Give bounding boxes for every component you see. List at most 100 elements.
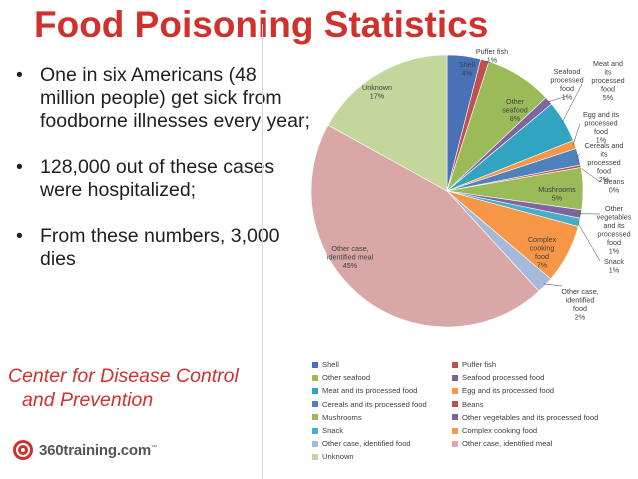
leader-line — [578, 166, 601, 183]
legend-swatch — [452, 361, 458, 368]
bullet-text: From these numbers, 3,000 dies — [40, 225, 280, 270]
bullet-symbol: • — [16, 225, 23, 247]
slice-label: Puffer fish 1% — [476, 47, 508, 65]
slice-percent: 1% — [609, 247, 620, 256]
legend-swatch — [312, 401, 318, 408]
legend-entry: Mushrooms — [312, 413, 362, 422]
slice-percent: 1% — [609, 266, 620, 275]
slide-title: Food Poisoning Statistics — [34, 4, 489, 45]
slice-percent: 5% — [603, 93, 614, 102]
legend-swatch — [312, 453, 318, 460]
chart-frame — [262, 24, 638, 479]
legend-entry: Other case, identified meal — [452, 439, 552, 448]
logo: 360training.com™ — [12, 437, 157, 463]
slice-percent: 1% — [487, 56, 498, 65]
bullet-symbol: • — [16, 64, 23, 86]
leader-line — [543, 283, 563, 287]
legend-label: Shell — [322, 360, 339, 369]
legend-label: Snack — [322, 426, 344, 435]
legend-entry: Other seafood — [312, 373, 370, 382]
legend-entry: Puffer fish — [452, 360, 496, 369]
slice-label: Snack 1% — [604, 257, 624, 275]
bullet-symbol: • — [16, 156, 23, 178]
bullet-item: • One in six Americans (48 million people… — [14, 64, 314, 133]
bullet-text: 128,000 out of these cases were hospital… — [40, 156, 275, 201]
legend-label: Cereals and its processed food — [322, 399, 427, 409]
legend-swatch — [312, 440, 318, 447]
slice-percent: 8% — [510, 114, 521, 123]
legend-label: Beans — [462, 399, 484, 409]
legend-swatch — [452, 440, 458, 447]
leader-line — [576, 153, 581, 158]
slice-percent: 0% — [609, 186, 620, 195]
source-line: Center for Disease Control — [8, 365, 239, 387]
legend-label: Puffer fish — [462, 360, 497, 369]
slice-percent: 4% — [462, 69, 473, 78]
source-citation: Center for Disease Control and Preventio… — [8, 364, 288, 412]
legend-label: Unknown — [322, 452, 354, 462]
legend-entry: Other vegetables and its processed food — [452, 413, 598, 422]
slice-label: Seafood processed food 1% — [550, 67, 583, 102]
bullet-list: • One in six Americans (48 million people… — [14, 64, 314, 294]
legend-label: Seafood processed food — [462, 373, 545, 383]
slice-label: Shell 4% — [459, 60, 475, 78]
legend-entry: Other case, identified food — [312, 439, 411, 448]
slice-label: Complex cooking food 7% — [528, 235, 557, 270]
legend-entry: Unknown — [312, 452, 354, 461]
leader-line — [577, 221, 601, 262]
legend-swatch — [452, 374, 458, 381]
slice-label: Unknown 17% — [362, 83, 392, 101]
leader-line — [484, 60, 489, 63]
slice-percent: 2% — [599, 175, 610, 184]
slice-percent: 1% — [596, 136, 607, 145]
legend-label: Other vegetables and its processed food — [462, 412, 599, 422]
slice-label: Meat and its processed food 5% — [591, 59, 624, 102]
slice-label: Cereals and its processed food 2% — [585, 141, 624, 184]
slice-label: Other seafood 8% — [502, 97, 528, 123]
slice-percent: 2% — [575, 313, 586, 322]
slice-percent: 5% — [552, 194, 563, 203]
pie-slice — [327, 54, 448, 192]
legend-label: Egg and its processed food — [462, 386, 555, 396]
slice-label: Mushrooms 5% — [538, 185, 576, 203]
logo-trademark: ™ — [151, 444, 157, 451]
leader-line — [572, 123, 581, 146]
slice-label: Egg and its processed food 1% — [583, 110, 619, 145]
slice-percent: 1% — [562, 93, 573, 102]
legend-entry: Seafood processed food — [452, 373, 544, 382]
legend-label: Other case, identified meal — [462, 439, 553, 449]
legend-label: Other seafood — [322, 373, 371, 383]
bullet-text: One in six Americans (48 million people)… — [40, 64, 310, 132]
legend-entry: Egg and its processed food — [452, 386, 554, 395]
legend-label: Complex cooking food — [462, 426, 538, 435]
slice-label: Beans 0% — [604, 177, 625, 195]
legend-entry: Snack — [312, 426, 343, 435]
legend-label: Meat and its processed food — [322, 386, 418, 396]
legend-label: Mushrooms — [322, 412, 362, 422]
legend-swatch — [452, 387, 458, 394]
slice-label: Other case, identified food 2% — [561, 287, 598, 322]
legend-label: Other case, identified food — [322, 439, 411, 449]
leader-line — [561, 83, 583, 123]
legend-swatch — [452, 401, 458, 408]
legend-swatch — [312, 414, 318, 421]
slice-percent: 7% — [537, 261, 548, 270]
slice-label: Other case, identified meal 45% — [327, 244, 374, 270]
legend-swatch — [312, 387, 318, 394]
pie-chart: Shell 4%Puffer fish 1% Other seafood 8% Seafoo… — [310, 47, 632, 328]
legend-entry: Complex cooking food — [452, 426, 537, 435]
bullet-item: • From these numbers, 3,000 dies — [14, 225, 314, 271]
pie-slice — [310, 124, 540, 328]
slice-percent: 17% — [370, 92, 385, 101]
legend-entry: Beans — [452, 400, 484, 409]
bullet-item: • 128,000 out of these cases were hospita… — [14, 156, 314, 202]
legend-swatch — [452, 427, 458, 434]
legend-swatch — [312, 427, 318, 434]
source-line: and Prevention — [22, 389, 154, 411]
slice-label: Other vegetables and its processed food 1% — [597, 204, 632, 256]
legend-swatch — [452, 414, 458, 421]
legend-entry: Meat and its processed food — [312, 386, 417, 395]
legend-swatch — [312, 374, 318, 381]
slice-percent: 45% — [343, 261, 358, 270]
legend-swatch — [312, 361, 318, 368]
